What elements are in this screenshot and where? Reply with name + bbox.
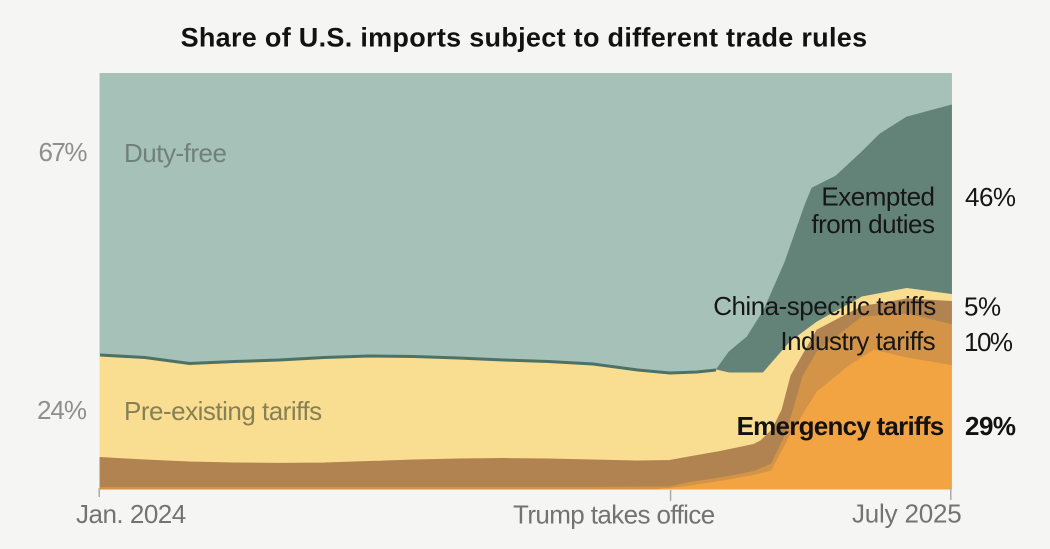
- svg-text:Jan. 2024: Jan. 2024: [76, 499, 186, 529]
- svg-text:Pre-existing tariffs: Pre-existing tariffs: [124, 396, 322, 426]
- svg-text:Share of U.S. imports subject: Share of U.S. imports subject to differe…: [181, 23, 868, 53]
- svg-text:46%: 46%: [965, 182, 1016, 212]
- svg-text:10%: 10%: [964, 327, 1013, 357]
- svg-text:Duty-free: Duty-free: [124, 138, 226, 168]
- svg-text:China-specific tariffs: China-specific tariffs: [713, 291, 936, 321]
- svg-text:Emergency tariffs: Emergency tariffs: [737, 411, 944, 441]
- svg-text:5%: 5%: [964, 292, 1001, 322]
- svg-text:29%: 29%: [965, 411, 1016, 441]
- svg-text:Trump takes office: Trump takes office: [513, 500, 715, 530]
- svg-text:67%: 67%: [38, 137, 87, 167]
- svg-text:July 2025: July 2025: [852, 499, 962, 529]
- svg-text:from duties: from duties: [811, 209, 935, 239]
- svg-text:24%: 24%: [37, 395, 87, 425]
- svg-text:Exempted: Exempted: [821, 182, 934, 212]
- svg-text:Industry tariffs: Industry tariffs: [780, 326, 935, 356]
